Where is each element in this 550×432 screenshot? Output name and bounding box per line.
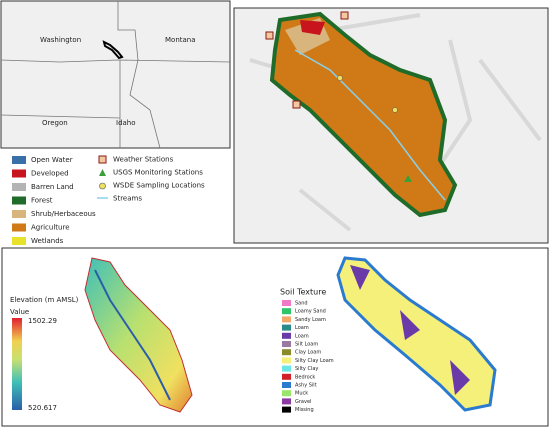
usgs-icon bbox=[99, 169, 106, 176]
landcover-legend: Open Water Developed Barren Land Forest Shru… bbox=[12, 156, 96, 245]
wsde-icon bbox=[99, 182, 106, 190]
legend-label: Silty Clay Loam bbox=[295, 358, 334, 364]
legend-label: USGS Monitoring Stations bbox=[113, 169, 203, 177]
legend-swatch bbox=[282, 332, 291, 339]
legend-label: Loam bbox=[295, 333, 309, 339]
legend-swatch bbox=[282, 349, 291, 356]
legend-label: Missing bbox=[295, 407, 314, 413]
legend-swatch bbox=[282, 300, 291, 306]
legend-label: Silty Clay bbox=[295, 366, 318, 372]
weather-station bbox=[292, 100, 301, 109]
state-label: Oregon bbox=[42, 119, 68, 127]
soil-legend: Sand Loamy Sand Sandy Loam Loam Loam Silt Loa… bbox=[282, 300, 334, 413]
elevation-min: 520.617 bbox=[28, 404, 57, 412]
elevation-max: 1502.29 bbox=[28, 317, 57, 325]
legend-label: Wetlands bbox=[31, 237, 64, 245]
weather-station bbox=[265, 31, 274, 40]
legend-swatch bbox=[282, 341, 291, 347]
legend-label: Barren Land bbox=[31, 183, 74, 191]
elevation-title: Elevation (m AMSL) bbox=[10, 296, 79, 304]
legend-label: WSDE Sampling Locations bbox=[113, 182, 205, 190]
sampling-location bbox=[392, 107, 398, 113]
state-borders bbox=[0, 1, 231, 149]
legend-swatch bbox=[12, 156, 26, 164]
developed-area bbox=[300, 20, 325, 35]
legend-label: Silt Loam bbox=[295, 342, 318, 348]
legend-label: Ashy Silt bbox=[295, 383, 317, 389]
state-label: Idaho bbox=[116, 119, 136, 127]
legend-label: Forest bbox=[31, 197, 53, 205]
watershed-landcover bbox=[269, 11, 458, 218]
legend-swatch bbox=[282, 324, 291, 331]
elevation-colorbar bbox=[12, 318, 22, 410]
legend-swatch bbox=[12, 210, 26, 218]
legend-swatch bbox=[282, 365, 291, 372]
study-area bbox=[102, 40, 124, 60]
legend-swatch bbox=[282, 373, 291, 380]
legend-swatch bbox=[282, 398, 291, 405]
legend-label: Bedrock bbox=[295, 374, 315, 380]
legend-label: Agriculture bbox=[31, 224, 70, 232]
legend-label: Developed bbox=[31, 170, 69, 178]
legend-label: Open Water bbox=[31, 156, 73, 164]
legend-swatch bbox=[282, 308, 291, 315]
soil-title: Soil Texture bbox=[280, 288, 326, 297]
state-label: Montana bbox=[165, 36, 196, 44]
legend-swatch bbox=[282, 357, 291, 364]
legend-swatch bbox=[282, 316, 291, 323]
legend-label: Loamy Sand bbox=[295, 309, 326, 315]
legend-swatch bbox=[282, 390, 291, 397]
legend-label: Sand bbox=[295, 301, 308, 307]
legend-swatch bbox=[282, 382, 291, 388]
legend-label: Clay Loam bbox=[295, 350, 321, 356]
legend-label: Weather Stations bbox=[113, 156, 174, 164]
state-label: Washington bbox=[40, 36, 81, 44]
usgs-station bbox=[404, 175, 412, 182]
sampling-location bbox=[337, 75, 343, 81]
elevation-stream bbox=[94, 269, 171, 401]
legend-label: Shrub/Herbaceous bbox=[31, 210, 96, 218]
soil-patches bbox=[350, 265, 470, 395]
weather-station bbox=[340, 11, 349, 20]
elevation-map bbox=[84, 257, 193, 413]
inset-frame bbox=[0, 0, 231, 149]
station-legend: Weather Stations USGS Monitoring Stations… bbox=[97, 155, 205, 203]
legend-swatch bbox=[12, 183, 26, 191]
legend-label: Gravel bbox=[295, 399, 311, 405]
legend-swatch bbox=[12, 237, 26, 245]
elevation-subtitle: Value bbox=[10, 308, 29, 316]
legend-swatch bbox=[282, 406, 291, 413]
legend-label: Muck bbox=[295, 391, 308, 397]
weather-icon bbox=[98, 155, 107, 164]
legend-swatch bbox=[12, 169, 26, 178]
legend-label: Loam bbox=[295, 325, 309, 331]
stream bbox=[294, 49, 446, 201]
legend-swatch bbox=[12, 223, 26, 232]
legend-label: Sandy Loam bbox=[295, 317, 326, 323]
legend-swatch bbox=[12, 196, 26, 205]
legend-label: Streams bbox=[113, 195, 142, 203]
